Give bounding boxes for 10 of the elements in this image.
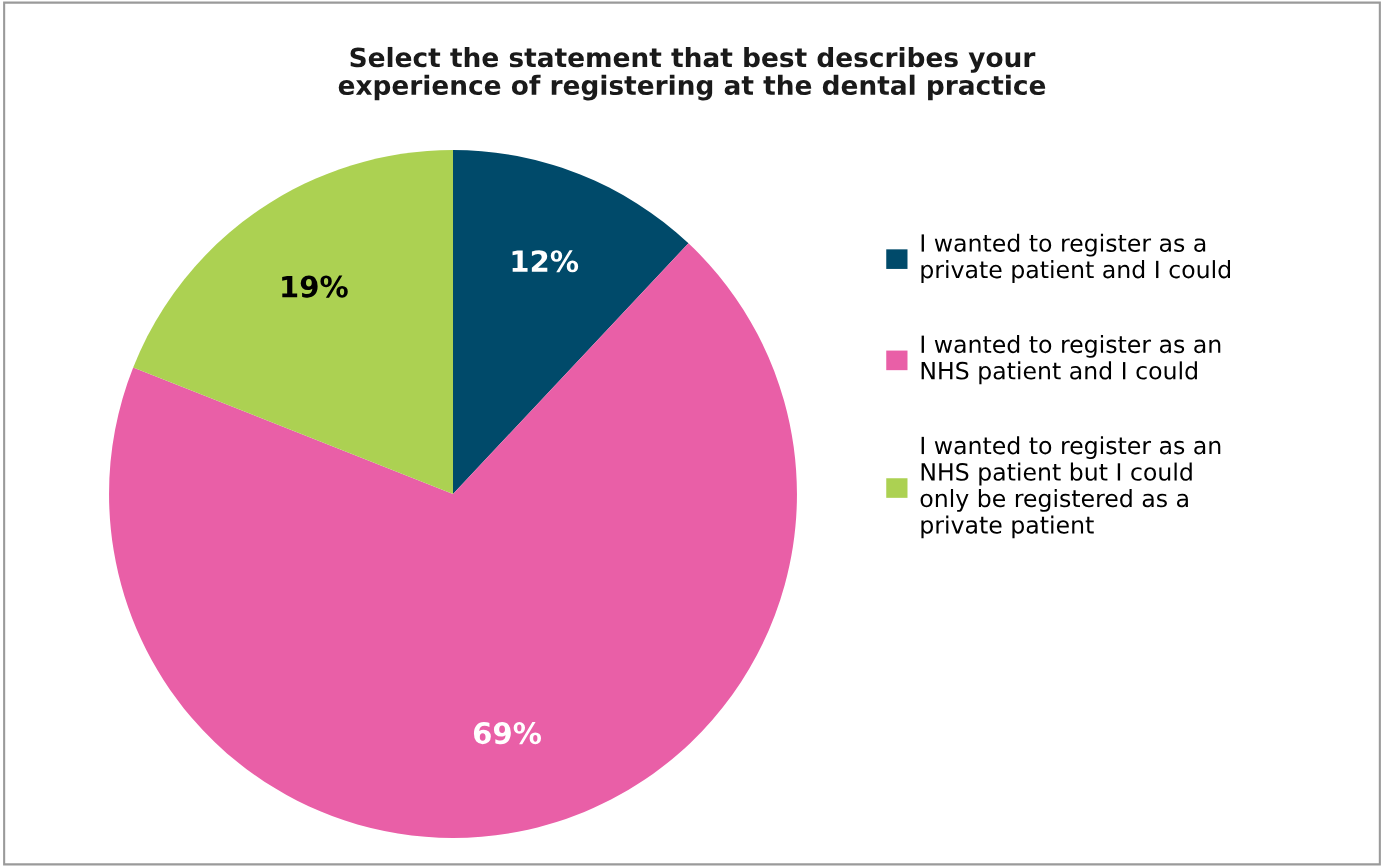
legend-label: I wanted to register as an NHS patient but I could only be registered as a private patient (920, 436, 1221, 539)
data-label: 69% (473, 722, 541, 745)
data-label: 12% (512, 250, 579, 273)
pie-slice (109, 243, 797, 838)
data-label: 19% (282, 275, 348, 298)
legend-label: I wanted to register as a private patient and I could (921, 233, 1231, 283)
pie-slice (453, 150, 689, 494)
pie-slice (133, 150, 453, 494)
legend-label: I wanted to register as an NHS patient and I could (921, 334, 1221, 385)
chart-title: Select the statement that best describes your experience of registering at the dental practice (338, 46, 1046, 101)
